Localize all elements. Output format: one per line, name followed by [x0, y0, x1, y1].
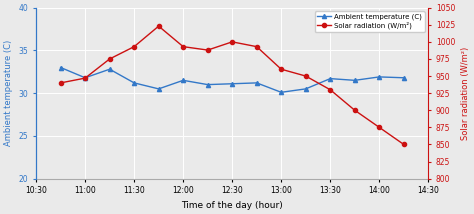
Solar radiation (W/m²): [401, 143, 407, 146]
Ambient temperature (C): [352, 79, 357, 82]
Solar radiation (W/m²): [229, 41, 235, 43]
Ambient temperature (C): [303, 88, 309, 90]
Solar radiation (W/m²): [328, 88, 333, 91]
Solar radiation (W/m²): [58, 82, 64, 84]
Solar radiation (W/m²): [156, 25, 162, 27]
Ambient temperature (C): [205, 83, 210, 86]
Legend: Ambient temperature (C), Solar radiation (W/m²): Ambient temperature (C), Solar radiation…: [315, 11, 425, 32]
Ambient temperature (C): [156, 88, 162, 90]
Solar radiation (W/m²): [254, 45, 260, 48]
Line: Solar radiation (W/m²): Solar radiation (W/m²): [58, 24, 406, 147]
Solar radiation (W/m²): [303, 75, 309, 77]
X-axis label: Time of the day (hour): Time of the day (hour): [182, 201, 283, 210]
Ambient temperature (C): [229, 82, 235, 85]
Ambient temperature (C): [401, 76, 407, 79]
Y-axis label: Ambient temperature (C): Ambient temperature (C): [4, 40, 13, 146]
Solar radiation (W/m²): [107, 58, 112, 60]
Ambient temperature (C): [107, 68, 112, 70]
Ambient temperature (C): [278, 91, 284, 94]
Ambient temperature (C): [58, 66, 64, 69]
Solar radiation (W/m²): [352, 109, 357, 111]
Ambient temperature (C): [131, 82, 137, 84]
Y-axis label: Solar radiation (W/m²): Solar radiation (W/m²): [461, 46, 470, 140]
Ambient temperature (C): [376, 76, 382, 78]
Solar radiation (W/m²): [180, 45, 186, 48]
Line: Ambient temperature (C): Ambient temperature (C): [58, 65, 406, 94]
Ambient temperature (C): [254, 82, 260, 84]
Solar radiation (W/m²): [82, 77, 88, 79]
Ambient temperature (C): [328, 77, 333, 80]
Solar radiation (W/m²): [131, 45, 137, 48]
Solar radiation (W/m²): [376, 126, 382, 129]
Solar radiation (W/m²): [278, 68, 284, 70]
Ambient temperature (C): [180, 79, 186, 82]
Ambient temperature (C): [82, 76, 88, 79]
Solar radiation (W/m²): [205, 49, 210, 51]
